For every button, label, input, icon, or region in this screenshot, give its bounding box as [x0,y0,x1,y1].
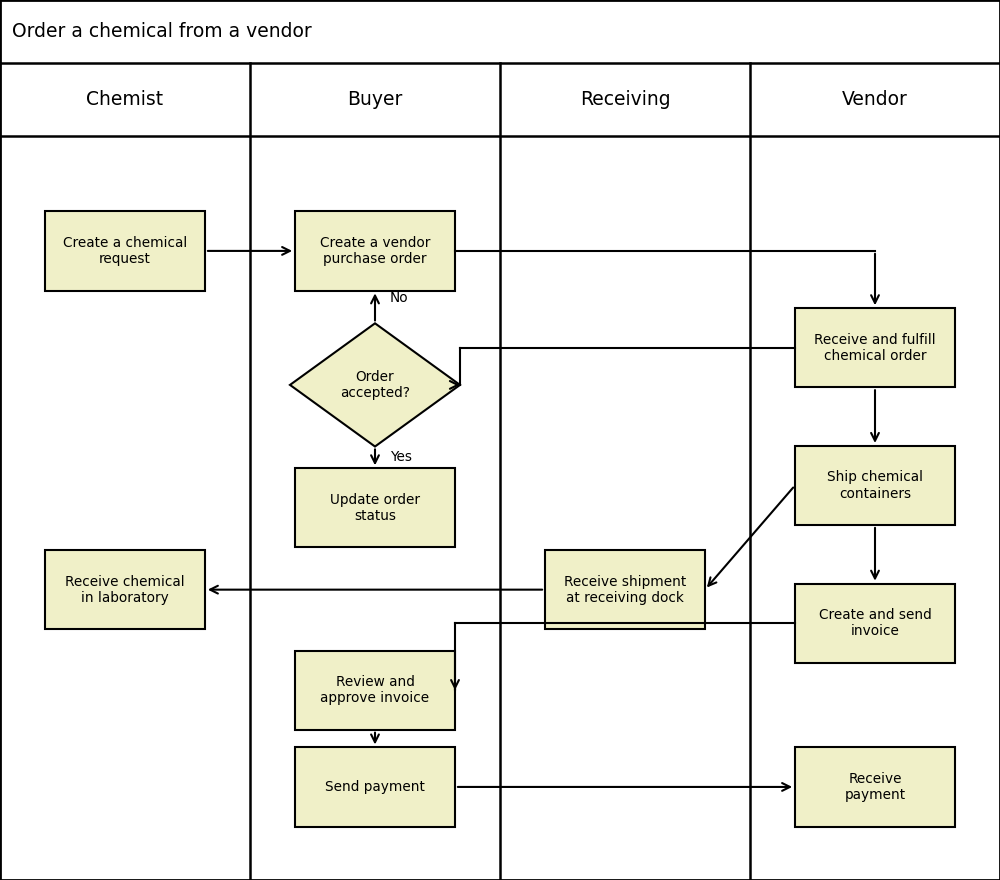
Text: Create a vendor
purchase order: Create a vendor purchase order [320,236,430,266]
FancyBboxPatch shape [795,747,955,826]
Text: Receive shipment
at receiving dock: Receive shipment at receiving dock [564,575,686,605]
Text: Receive chemical
in laboratory: Receive chemical in laboratory [65,575,185,605]
Text: Order
accepted?: Order accepted? [340,370,410,400]
Text: Create a chemical
request: Create a chemical request [63,236,187,266]
Text: Order a chemical from a vendor: Order a chemical from a vendor [12,22,312,41]
Text: Review and
approve invoice: Review and approve invoice [320,675,430,705]
Text: Receive
payment: Receive payment [844,772,906,802]
Text: Receiving: Receiving [580,90,670,109]
Text: Receive and fulfill
chemical order: Receive and fulfill chemical order [814,333,936,363]
FancyBboxPatch shape [795,583,955,663]
FancyBboxPatch shape [45,211,205,290]
Text: Chemist: Chemist [86,90,164,109]
FancyBboxPatch shape [295,468,455,547]
Text: Yes: Yes [390,451,412,465]
Text: Send payment: Send payment [325,780,425,794]
FancyBboxPatch shape [45,550,205,629]
Text: No: No [390,291,409,305]
Polygon shape [290,323,460,446]
FancyBboxPatch shape [295,650,455,730]
FancyBboxPatch shape [295,747,455,826]
FancyBboxPatch shape [795,446,955,525]
Text: Buyer: Buyer [347,90,403,109]
FancyBboxPatch shape [295,211,455,290]
FancyBboxPatch shape [795,308,955,387]
Text: Create and send
invoice: Create and send invoice [819,608,931,638]
Text: Ship chemical
containers: Ship chemical containers [827,470,923,501]
Text: Vendor: Vendor [842,90,908,109]
FancyBboxPatch shape [545,550,705,629]
Text: Update order
status: Update order status [330,493,420,523]
